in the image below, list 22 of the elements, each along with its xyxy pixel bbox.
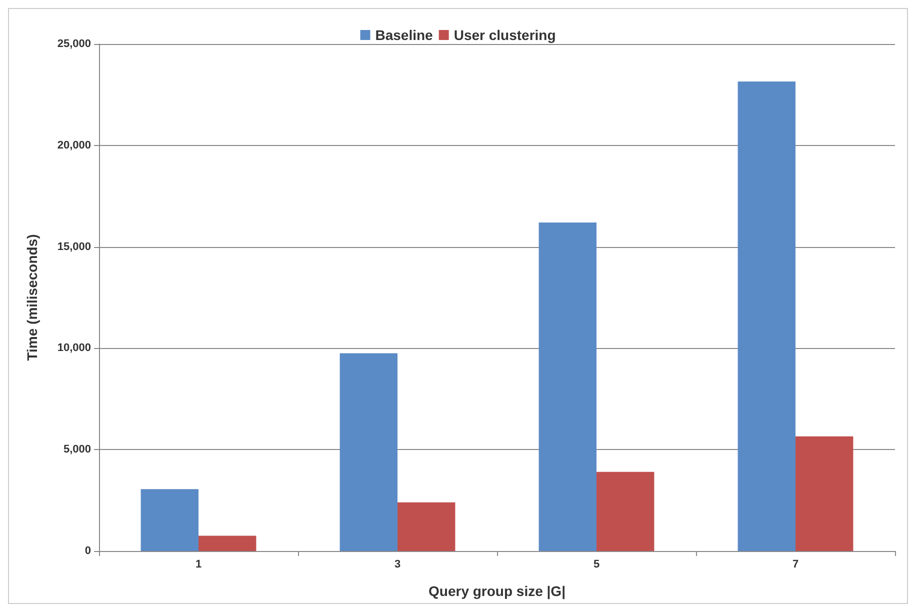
bar <box>538 222 596 551</box>
y-tick-label: 10,000 <box>57 342 91 354</box>
bar <box>140 489 198 551</box>
bar <box>796 436 854 551</box>
y-tick-label: 0 <box>84 545 91 557</box>
y-tick-label: 20,000 <box>57 139 91 152</box>
y-tick-label: 5,000 <box>63 444 91 456</box>
bar <box>198 536 256 551</box>
y-tick-label: 15,000 <box>57 240 91 253</box>
bar <box>596 472 654 551</box>
x-tick-label: 1 <box>195 558 202 570</box>
legend-label: User clustering <box>454 27 556 43</box>
y-axis-title: Time (miliseconds) <box>24 234 40 361</box>
y-tick-label: 25,000 <box>57 38 91 50</box>
bar <box>738 82 796 551</box>
x-axis-title: Query group size |G| <box>428 583 566 600</box>
x-tick-label: 5 <box>593 558 600 570</box>
x-tick-label: 7 <box>792 558 799 570</box>
bar <box>398 502 456 551</box>
x-tick-label: 3 <box>394 558 401 570</box>
bar <box>340 353 398 551</box>
legend-label: Baseline <box>375 27 434 43</box>
